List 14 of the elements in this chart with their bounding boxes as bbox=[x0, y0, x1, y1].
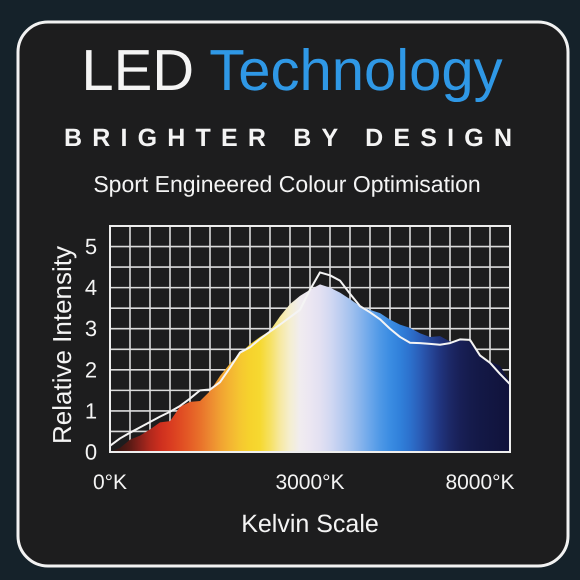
y-axis-title: Relative Intensity bbox=[47, 246, 77, 444]
x-tick-label: 0°K bbox=[92, 471, 128, 494]
x-axis-title: Kelvin Scale bbox=[241, 510, 379, 538]
y-tick-label: 5 bbox=[84, 234, 98, 260]
x-tick-label: 8000°K bbox=[445, 471, 515, 494]
y-tick-label: 2 bbox=[84, 357, 98, 382]
text: Sport Engineered Colour Optimisation bbox=[93, 171, 481, 197]
chart-title: LED Technology bbox=[81, 38, 503, 103]
y-tick-label: 0 bbox=[84, 440, 98, 464]
chart-subtitle: BRIGHTER BY DESIGN bbox=[64, 124, 512, 152]
y-tick-label: 1 bbox=[84, 398, 98, 424]
x-tick-label: 3000°K bbox=[275, 471, 345, 494]
y-tick-label: 4 bbox=[84, 275, 98, 300]
y-tick-label: 3 bbox=[84, 316, 98, 342]
